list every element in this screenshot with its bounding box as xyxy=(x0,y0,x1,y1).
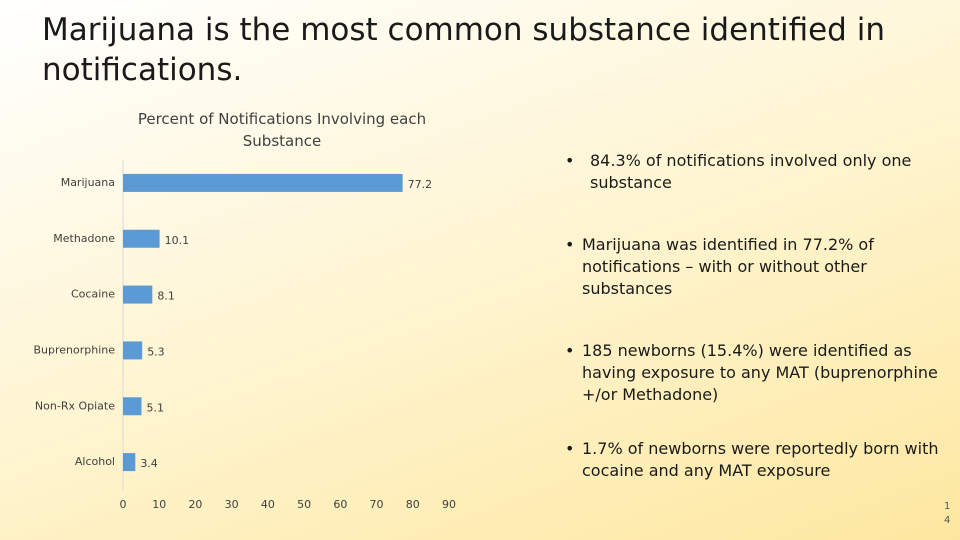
category-label: Alcohol xyxy=(75,455,115,468)
bar xyxy=(123,173,403,192)
bullet: 84.3% of notifications involved only one… xyxy=(560,150,950,194)
bullet-list: 84.3% of notifications involved only one… xyxy=(560,150,950,482)
bar xyxy=(123,285,153,304)
x-tick-label: 10 xyxy=(152,498,166,511)
value-label: 10.1 xyxy=(165,234,190,247)
category-label: Buprenorphine xyxy=(33,343,115,356)
x-tick-label: 40 xyxy=(261,498,275,511)
x-tick-label: 60 xyxy=(333,498,347,511)
category-label: Methadone xyxy=(53,232,115,245)
value-label: 5.1 xyxy=(146,401,164,414)
category-label: Non-Rx Opiate xyxy=(35,399,115,412)
x-tick-label: 80 xyxy=(406,498,420,511)
slide-number: 14 xyxy=(944,501,951,526)
category-label: Marijuana xyxy=(61,176,115,189)
x-tick-label: 20 xyxy=(188,498,202,511)
bar xyxy=(123,341,143,360)
category-label: Cocaine xyxy=(71,288,115,301)
bar xyxy=(123,229,160,248)
x-tick-label: 70 xyxy=(370,498,384,511)
value-label: 77.2 xyxy=(408,178,433,191)
bullet: 1.7% of newborns were reportedly born wi… xyxy=(560,438,950,482)
bullet: 185 newborns (15.4%) were identified as … xyxy=(560,340,950,406)
bar xyxy=(123,397,142,416)
x-tick-label: 90 xyxy=(442,498,456,511)
bullet: Marijuana was identified in 77.2% of not… xyxy=(560,234,950,300)
x-tick-label: 30 xyxy=(225,498,239,511)
value-label: 5.3 xyxy=(147,345,165,358)
x-tick-label: 0 xyxy=(120,498,127,511)
value-label: 8.1 xyxy=(157,290,175,303)
slide-title: Marijuana is the most common substance i… xyxy=(42,12,885,88)
value-label: 3.4 xyxy=(140,457,158,470)
x-tick-label: 50 xyxy=(297,498,311,511)
chart-title: Percent of Notifications Involving each … xyxy=(137,110,427,150)
bar xyxy=(123,453,136,472)
